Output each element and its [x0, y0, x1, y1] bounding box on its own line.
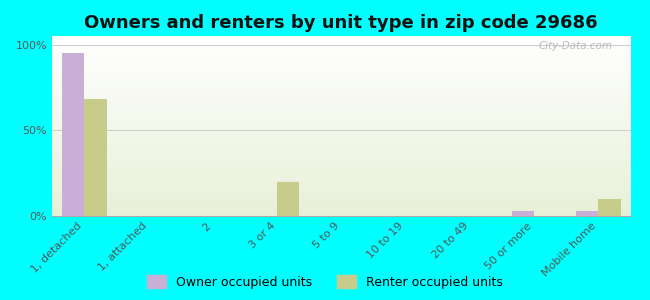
Text: City-Data.com: City-Data.com [539, 41, 613, 51]
Title: Owners and renters by unit type in zip code 29686: Owners and renters by unit type in zip c… [84, 14, 598, 32]
Bar [277, 182, 300, 216]
Bar [84, 99, 107, 216]
Bar [576, 211, 599, 216]
Bar [512, 211, 534, 216]
Bar [599, 199, 621, 216]
Bar [62, 53, 84, 216]
Legend: Owner occupied units, Renter occupied units: Owner occupied units, Renter occupied un… [142, 270, 508, 294]
